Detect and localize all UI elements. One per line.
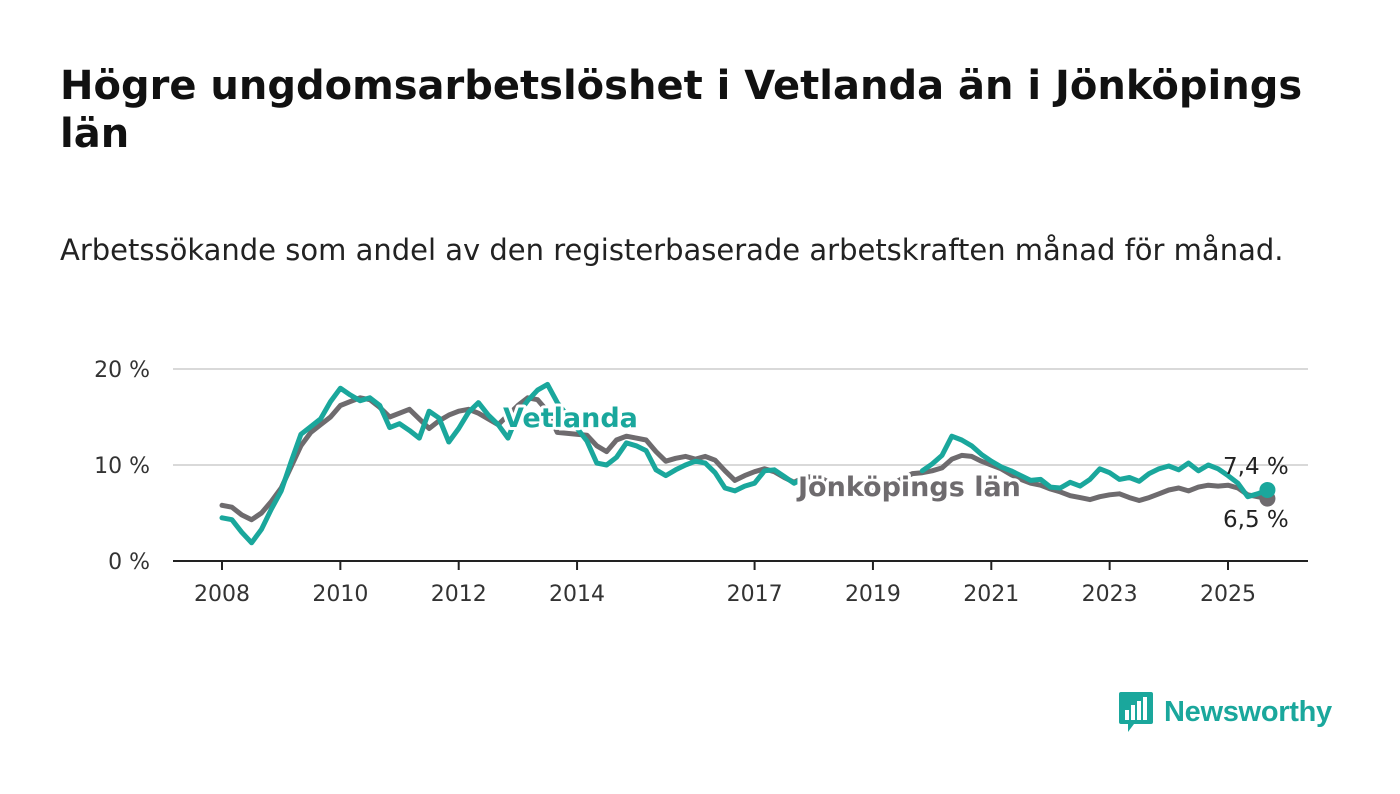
series-label-jonkopings-lan: Jönköpings län: [796, 472, 1021, 503]
series-label-vetlanda: Vetlanda: [503, 403, 638, 434]
gridlines: [173, 368, 1308, 466]
chart-subtitle: Arbetssökande som andel av den registerb…: [60, 233, 1284, 267]
y-tick-label: 10 %: [94, 454, 150, 479]
end-value-vetlanda: 7,4 %: [1223, 454, 1289, 480]
axes: 0 % 10 % 20 % 2008 2010 2012 2014 2017 2019 2021 2…: [94, 358, 1308, 607]
end-value-jonkopings-lan: 6,5 %: [1223, 507, 1289, 533]
brand-name: Newsworthy: [1164, 695, 1332, 728]
end-point-vetlanda: [1259, 481, 1276, 498]
series-labels: Vetlanda Jönköpings län 7,4 % 6,5 %: [500, 400, 1289, 533]
newsworthy-logo: Newsworthy: [1118, 690, 1332, 734]
x-tick-label: 2010: [312, 582, 368, 607]
x-tick-label: 2017: [727, 582, 783, 607]
x-tick-label: 2014: [549, 582, 605, 607]
chart-title: Högre ungdomsarbetslöshet i Vetlanda än …: [60, 63, 1303, 157]
series-line-jonkopings-lan: [219, 395, 1270, 523]
x-tick-label: 2023: [1082, 582, 1138, 607]
series-line-vetlanda: [219, 381, 1270, 546]
bar-chart-speech-bubble-icon: [1119, 692, 1153, 732]
y-tick-label: 0 %: [108, 550, 150, 575]
series-lines: [219, 381, 1276, 546]
x-tick-label: 2012: [431, 582, 487, 607]
x-tick-label: 2025: [1200, 582, 1256, 607]
y-tick-label: 20 %: [94, 358, 150, 383]
x-tick-label: 2019: [845, 582, 901, 607]
x-tick-label: 2008: [194, 582, 250, 607]
x-tick-label: 2021: [963, 582, 1019, 607]
